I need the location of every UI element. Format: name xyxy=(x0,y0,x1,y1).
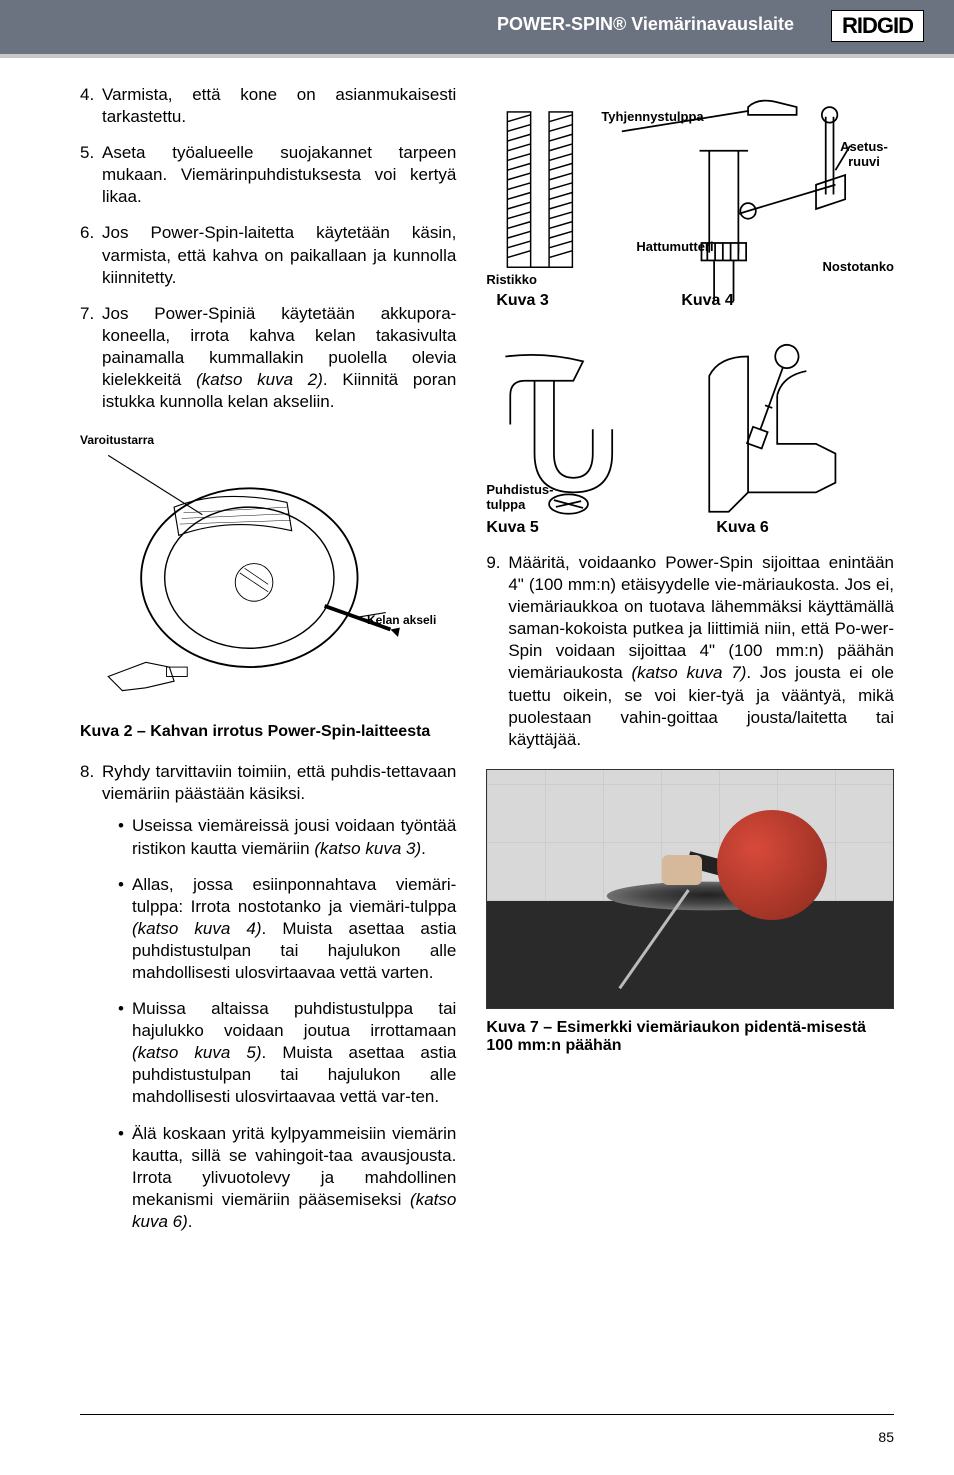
header-title: POWER-SPIN® Viemärinavauslaite xyxy=(497,14,794,35)
item-8: 8. Ryhdy tarvittaviin toimiin, että puhd… xyxy=(80,761,456,1233)
label-ristikko: Ristikko xyxy=(486,272,537,287)
right-column: Tyhjennystulppa Asetus-ruuvi Hattumutter… xyxy=(486,84,894,1247)
kuva-3-label: Kuva 3 xyxy=(496,292,548,310)
item-9: 9. Määritä, voidaanko Power-Spin sijoitt… xyxy=(486,552,894,751)
item-4-num: 4. xyxy=(80,84,94,106)
label-asetusruuvi: Asetus-ruuvi xyxy=(834,139,894,169)
bullet-3-prefix: Muissa altaissa puhdistustulppa tai haju… xyxy=(132,999,456,1040)
figure-2-svg xyxy=(80,433,456,713)
kuva-7-caption: Kuva 7 – Esimerkki viemäriaukon pidentä-… xyxy=(486,1019,894,1055)
label-kelan-akseli: Kelan akseli xyxy=(367,613,436,627)
item-9-ref: (katso kuva 7) xyxy=(631,663,746,682)
item-4-text: Varmista, että kone on asianmukaisesti t… xyxy=(102,85,456,126)
label-varoitustarra: Varoitustarra xyxy=(80,433,154,447)
item-8-num: 8. xyxy=(80,761,94,783)
brand-logo: RIDGID xyxy=(831,10,924,42)
bullet-2-ref: (katso kuva 4) xyxy=(132,919,262,938)
label-tyhjennystulppa: Tyhjennystulppa xyxy=(601,109,703,124)
diagram-row-3-4: Tyhjennystulppa Asetus-ruuvi Hattumutter… xyxy=(486,84,894,334)
list-4-7: 4. Varmista, että kone on asianmukaisest… xyxy=(80,84,456,413)
item-6-num: 6. xyxy=(80,222,94,244)
kuva-7-photo xyxy=(486,769,894,1009)
item-5-text: Aseta työalueelle suojakannet tarpeen mu… xyxy=(102,143,456,206)
item-6: 6. Jos Power-Spin-laitetta käytetään käs… xyxy=(80,222,456,288)
kuva-7-tool xyxy=(717,810,827,920)
list-9: 9. Määritä, voidaanko Power-Spin sijoitt… xyxy=(486,552,894,751)
item-8-text: Ryhdy tarvittaviin toimiin, että puhdis-… xyxy=(102,762,456,803)
item-4: 4. Varmista, että kone on asianmukaisest… xyxy=(80,84,456,128)
label-hattumutteri: Hattumutteri xyxy=(636,239,713,254)
bullet-1: Useissa viemäreissä jousi voidaan työntä… xyxy=(118,815,456,859)
bullet-4-prefix: Älä koskaan yritä kylpyammeisiin viemäri… xyxy=(132,1124,456,1209)
kuva-5-label: Kuva 5 xyxy=(486,519,538,537)
kuva-5-6-svg xyxy=(486,334,894,544)
item-5: 5. Aseta työalueelle suojakannet tarpeen… xyxy=(80,142,456,208)
bullet-3: Muissa altaissa puhdistustulppa tai haju… xyxy=(118,998,456,1108)
kuva-4-label: Kuva 4 xyxy=(681,292,733,310)
label-nostotanko: Nostotanko xyxy=(823,259,895,274)
bullet-4: Älä koskaan yritä kylpyammeisiin viemäri… xyxy=(118,1123,456,1233)
item-9-num: 9. xyxy=(486,552,500,574)
bullet-3-ref: (katso kuva 5) xyxy=(132,1043,262,1062)
kuva-7-hand xyxy=(662,855,702,885)
bullet-2: Allas, jossa esiinponnahtava viemäri-tul… xyxy=(118,874,456,984)
footer-rule xyxy=(80,1414,894,1415)
item-8-bullets: Useissa viemäreissä jousi voidaan työntä… xyxy=(102,815,456,1233)
page-number: 85 xyxy=(878,1429,894,1445)
left-column: 4. Varmista, että kone on asianmukaisest… xyxy=(80,84,456,1247)
figure-2: Varoitustarra Kelan akseli xyxy=(80,433,456,713)
item-7-num: 7. xyxy=(80,303,94,325)
item-7: 7. Jos Power-Spiniä käytetään akkupora-k… xyxy=(80,303,456,413)
bullet-4-suffix: . xyxy=(188,1212,193,1231)
list-8: 8. Ryhdy tarvittaviin toimiin, että puhd… xyxy=(80,761,456,1233)
item-6-text: Jos Power-Spin-laitetta käytetään käsin,… xyxy=(102,223,456,286)
bullet-2-prefix: Allas, jossa esiinponnahtava viemäri-tul… xyxy=(132,875,456,916)
bullet-1-ref: (katso kuva 3) xyxy=(314,839,421,858)
figure-2-caption: Kuva 2 – Kahvan irrotus Power-Spin-laitt… xyxy=(80,723,456,741)
bullet-1-suffix: . xyxy=(421,839,426,858)
kuva-6-label: Kuva 6 xyxy=(716,519,768,537)
header-bar: POWER-SPIN® Viemärinavauslaite RIDGID xyxy=(0,0,954,54)
item-7-ref: (katso kuva 2) xyxy=(196,370,323,389)
page-content: 4. Varmista, että kone on asianmukaisest… xyxy=(0,54,954,1247)
item-5-num: 5. xyxy=(80,142,94,164)
diagram-row-5-6: Puhdistus-tulppa Kuva 5 Kuva 6 xyxy=(486,334,894,544)
label-puhdistustulppa: Puhdistus-tulppa xyxy=(486,482,561,512)
